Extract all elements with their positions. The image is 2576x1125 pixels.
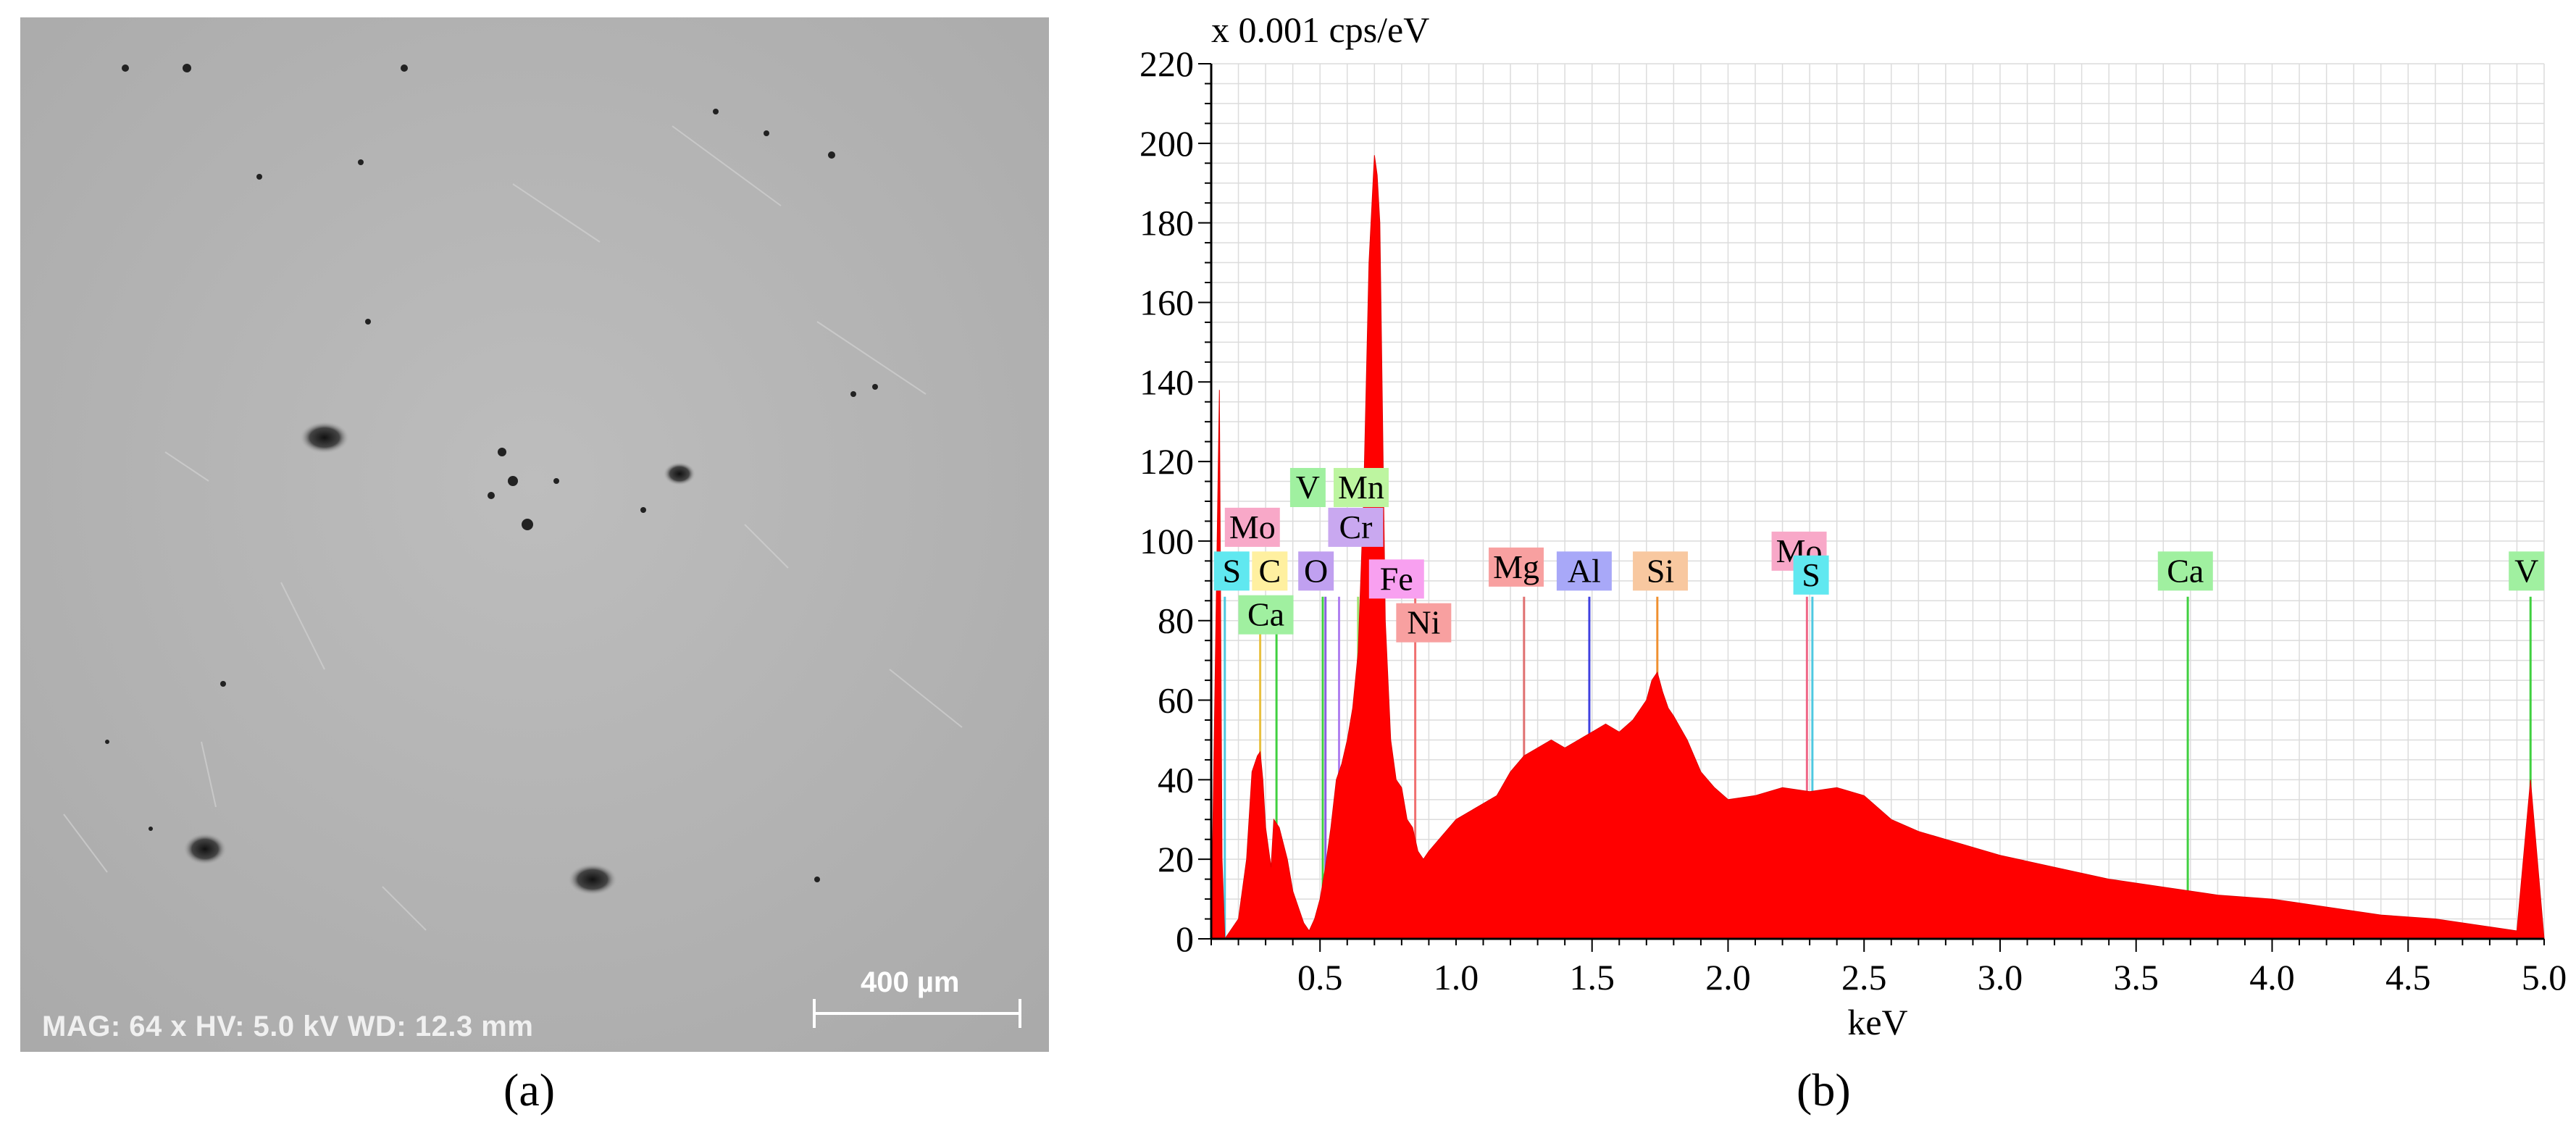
- element-label-box: [1633, 551, 1689, 591]
- y-tick-label: 220: [1139, 43, 1194, 84]
- element-label-ca: Ca: [2157, 551, 2213, 591]
- element-label-text: C: [1258, 552, 1281, 589]
- element-label-si: Si: [1633, 551, 1689, 591]
- caption-b: (b): [1797, 1064, 1851, 1116]
- y-tick-label: 20: [1158, 839, 1194, 879]
- surface-pits: [105, 64, 878, 882]
- element-label-text: Mn: [1338, 469, 1384, 506]
- element-label-box: [1793, 555, 1829, 595]
- element-label-mn: Mn: [1333, 468, 1389, 507]
- element-label-text: Ni: [1407, 604, 1440, 641]
- large-pits: [183, 422, 695, 895]
- x-tick-label: 2.5: [1841, 957, 1887, 998]
- y-tick-label: 100: [1139, 521, 1194, 561]
- element-label-box: [1333, 468, 1389, 507]
- element-label-text: S: [1802, 556, 1820, 593]
- y-axis-label: x 0.001 cps/eV: [1211, 9, 1429, 50]
- x-tick-label: 4.5: [2385, 957, 2431, 998]
- element-label-text: Mo: [1229, 509, 1276, 545]
- element-label-box: [1224, 507, 1280, 547]
- element-label-box: [1289, 468, 1326, 507]
- x-tick-label: 2.0: [1705, 957, 1751, 998]
- y-tick-label: 140: [1139, 361, 1194, 402]
- element-label-ni: Ni: [1396, 603, 1452, 643]
- element-label-text: V: [1296, 469, 1320, 506]
- element-label-text: V: [2514, 552, 2538, 589]
- element-label-text: Al: [1568, 552, 1601, 589]
- element-label-box: [1368, 559, 1424, 599]
- y-tick-label: 180: [1139, 203, 1194, 243]
- spectrum-area: [1210, 155, 2545, 940]
- element-label-v: V: [1289, 468, 1326, 507]
- element-label-text: O: [1304, 552, 1328, 589]
- element-label-al: Al: [1556, 551, 1612, 591]
- element-label-mg: Mg: [1489, 547, 1544, 587]
- element-label-box: [1396, 603, 1452, 643]
- x-tick-label: 4.0: [2249, 957, 2295, 998]
- y-tick-label: 0: [1176, 919, 1194, 959]
- element-label-v: V: [2509, 551, 2545, 591]
- element-label-box: [1252, 551, 1288, 591]
- caption-a: (a): [503, 1064, 556, 1116]
- element-label-box: [1489, 547, 1544, 587]
- y-tick-label: 200: [1139, 123, 1194, 164]
- y-tick-label: 160: [1139, 282, 1194, 322]
- element-label-mo: Mo: [1224, 507, 1280, 547]
- element-label-box: [2509, 551, 2545, 591]
- x-axis-label: keV: [1847, 1002, 1907, 1042]
- element-label-text: Cr: [1339, 509, 1372, 545]
- element-label-box: [2157, 551, 2213, 591]
- element-label-text: Mg: [1493, 548, 1539, 585]
- element-label-box: [1298, 551, 1334, 591]
- x-tick-label: 1.5: [1569, 957, 1615, 998]
- sem-micrograph: 400 µm MAG: 64 x HV: 5.0 kV WD: 12.3 mm: [20, 17, 1049, 1052]
- element-label-text: Si: [1647, 552, 1674, 589]
- element-label-box: [1556, 551, 1612, 591]
- x-tick-label: 1.0: [1434, 957, 1479, 998]
- element-label-text: S: [1222, 552, 1241, 589]
- scale-bar: [813, 999, 1021, 1028]
- element-label-box: [1213, 551, 1250, 591]
- y-tick-label: 80: [1158, 601, 1194, 641]
- element-label-cr: Cr: [1328, 507, 1384, 547]
- chart-grid: [1210, 63, 2545, 940]
- element-label-s: S: [1213, 551, 1250, 591]
- x-tick-label: 3.5: [2113, 957, 2159, 998]
- sem-info-text: MAG: 64 x HV: 5.0 kV WD: 12.3 mm: [42, 1011, 534, 1042]
- element-label-text: Ca: [1247, 596, 1284, 633]
- element-label-o: O: [1298, 551, 1334, 591]
- element-label-box: [1238, 595, 1294, 635]
- element-label-s: S: [1793, 555, 1829, 595]
- element-label-fe: Fe: [1368, 559, 1424, 599]
- y-tick-label: 120: [1139, 441, 1194, 482]
- element-label-box: [1328, 507, 1384, 547]
- element-label-text: Ca: [2167, 552, 2204, 589]
- y-tick-label: 60: [1158, 680, 1194, 721]
- element-label-text: Fe: [1380, 560, 1413, 597]
- y-tick-label: 40: [1158, 759, 1194, 800]
- surface-scratches: [63, 125, 963, 931]
- sem-image-surface: [20, 17, 1049, 1052]
- element-label-c: C: [1252, 551, 1288, 591]
- x-tick-label: 5.0: [2522, 957, 2567, 998]
- x-tick-label: 0.5: [1297, 957, 1343, 998]
- x-tick-label: 3.0: [1978, 957, 2023, 998]
- scale-bar-label: 400 µm: [861, 966, 960, 998]
- chart-axes: 0 20 40 60 80 100 120 140 160 180 200 220 0.5 1.0 1.5 2…: [1139, 43, 2567, 998]
- element-label-ca: Ca: [1238, 595, 1294, 635]
